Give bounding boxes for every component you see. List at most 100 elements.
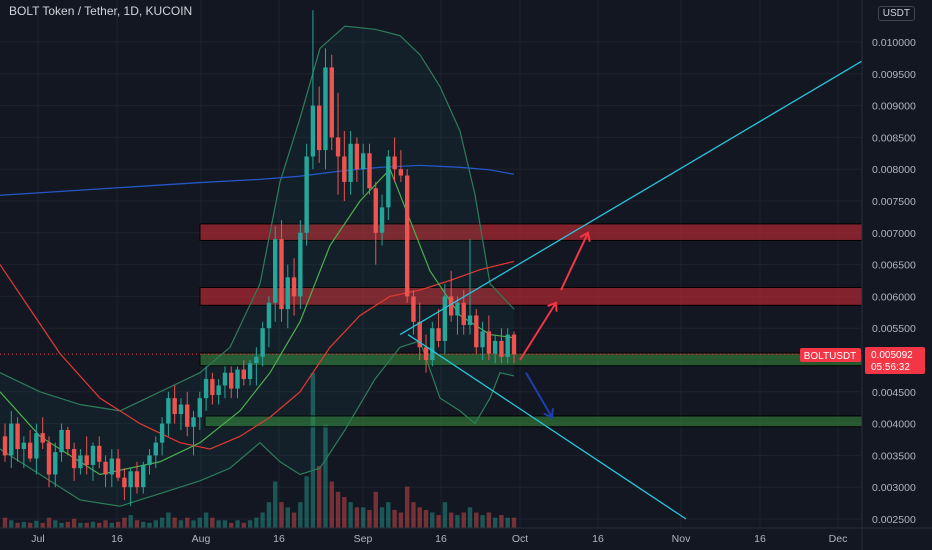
candle-body — [273, 239, 278, 303]
volume-bar — [185, 517, 190, 528]
rising-trendline — [399, 60, 863, 336]
candle-body — [291, 277, 297, 297]
price-axis[interactable]: 0.010000 0.009500 0.009000 0.008500 0.008000… — [861, 0, 932, 550]
time-tick-label: Aug — [192, 533, 211, 545]
candle-body — [323, 67, 328, 151]
price-tick-label: 0.009000 — [872, 101, 916, 113]
candle-body — [222, 372, 228, 386]
time-tick-label: 16 — [754, 533, 766, 545]
time-tick-label: Dec — [829, 533, 848, 545]
bear-arrow — [525, 372, 553, 418]
time-tick-label: 16 — [111, 533, 123, 545]
volume-bar — [260, 512, 265, 528]
volume-bar — [254, 517, 259, 528]
candle-body — [229, 372, 234, 389]
volume-bar — [197, 517, 203, 528]
volume-bar — [147, 522, 152, 528]
candle-body — [398, 169, 404, 176]
volume-bar — [172, 517, 177, 528]
time-tick-label: 16 — [273, 533, 285, 545]
volume-bar — [78, 522, 83, 528]
bollinger-band-fill — [0, 26, 514, 507]
price-tick-label: 0.003500 — [872, 450, 916, 462]
volume-bar — [279, 502, 284, 528]
bull-arrow-2 — [560, 232, 589, 291]
volume-bar — [27, 522, 33, 528]
candle-body — [71, 449, 77, 469]
price-tick-label: 0.004500 — [872, 387, 916, 399]
candle-body — [411, 296, 416, 322]
candle-body — [178, 404, 184, 415]
volume-bar — [40, 522, 45, 528]
candle-body — [109, 458, 115, 475]
candle-body — [34, 433, 39, 459]
volume-bar — [59, 522, 64, 528]
candle-body — [103, 461, 108, 475]
falling-trendline — [407, 334, 687, 520]
currency-button[interactable]: USDT — [877, 6, 915, 21]
candle-body — [216, 385, 221, 395]
bull-arrow-1-head — [547, 301, 558, 312]
candle-body — [499, 340, 504, 357]
candle-body — [254, 356, 259, 364]
ema-red-line — [0, 260, 515, 450]
candle-body — [298, 232, 303, 297]
volume-bar — [354, 507, 360, 528]
volume-bar — [348, 502, 353, 528]
candle-body — [335, 137, 341, 157]
price-tick-label: 0.008000 — [872, 164, 916, 176]
volume-bar — [210, 517, 215, 528]
candle-body — [379, 207, 385, 233]
volume-bar — [499, 515, 504, 528]
volume-bar — [511, 517, 517, 528]
volume-bar — [166, 512, 171, 528]
candle-body — [386, 156, 391, 208]
candle-body — [467, 315, 473, 326]
candle-body — [65, 429, 71, 450]
candle-body — [266, 302, 272, 329]
bollinger-lower-line — [0, 340, 515, 507]
price-axis-bg — [862, 0, 932, 550]
volume-bar — [2, 517, 8, 528]
volume-bar — [273, 481, 278, 528]
volume-bar — [266, 502, 272, 528]
candle-body — [442, 296, 448, 341]
volume-bar — [316, 466, 322, 528]
candle-body — [191, 417, 196, 427]
candle-body — [511, 334, 517, 355]
volume-bar — [241, 522, 246, 528]
candle-body — [122, 477, 127, 488]
volume-bar — [373, 491, 378, 528]
volume-bar — [379, 507, 385, 528]
time-axis[interactable]: Jul 16 Aug 16 Sep 16 Oct 16 Nov 16 Dec — [0, 527, 932, 545]
candle-body — [342, 156, 347, 182]
volume-bar — [222, 520, 228, 528]
volume-bar — [404, 486, 410, 528]
volume-bar — [474, 512, 479, 528]
candle-body — [404, 175, 410, 297]
candle-body — [90, 445, 96, 465]
price-tick-label: 0.004000 — [872, 419, 916, 431]
candle-body — [329, 67, 334, 138]
volume-bar — [442, 502, 448, 528]
volume-bar — [467, 507, 473, 528]
candle-body — [159, 423, 165, 443]
candle-body — [310, 105, 316, 157]
candle-body — [260, 328, 265, 357]
volume-bars — [2, 373, 517, 528]
volume-bar — [9, 520, 14, 528]
candle-body — [486, 331, 492, 354]
price-badge-countdown: 05:56:32 — [871, 362, 910, 373]
volume-bar — [235, 520, 240, 528]
volume-bar — [109, 522, 115, 528]
candle-body — [185, 404, 190, 427]
candle-body — [15, 423, 20, 450]
volume-bar — [461, 512, 466, 528]
price-tick-label: 0.005500 — [872, 323, 916, 335]
candle-body — [210, 379, 215, 395]
candle-body — [21, 442, 27, 450]
candle-body — [147, 455, 152, 465]
volume-bar — [141, 521, 146, 528]
price-tick-label: 0.006500 — [872, 260, 916, 272]
